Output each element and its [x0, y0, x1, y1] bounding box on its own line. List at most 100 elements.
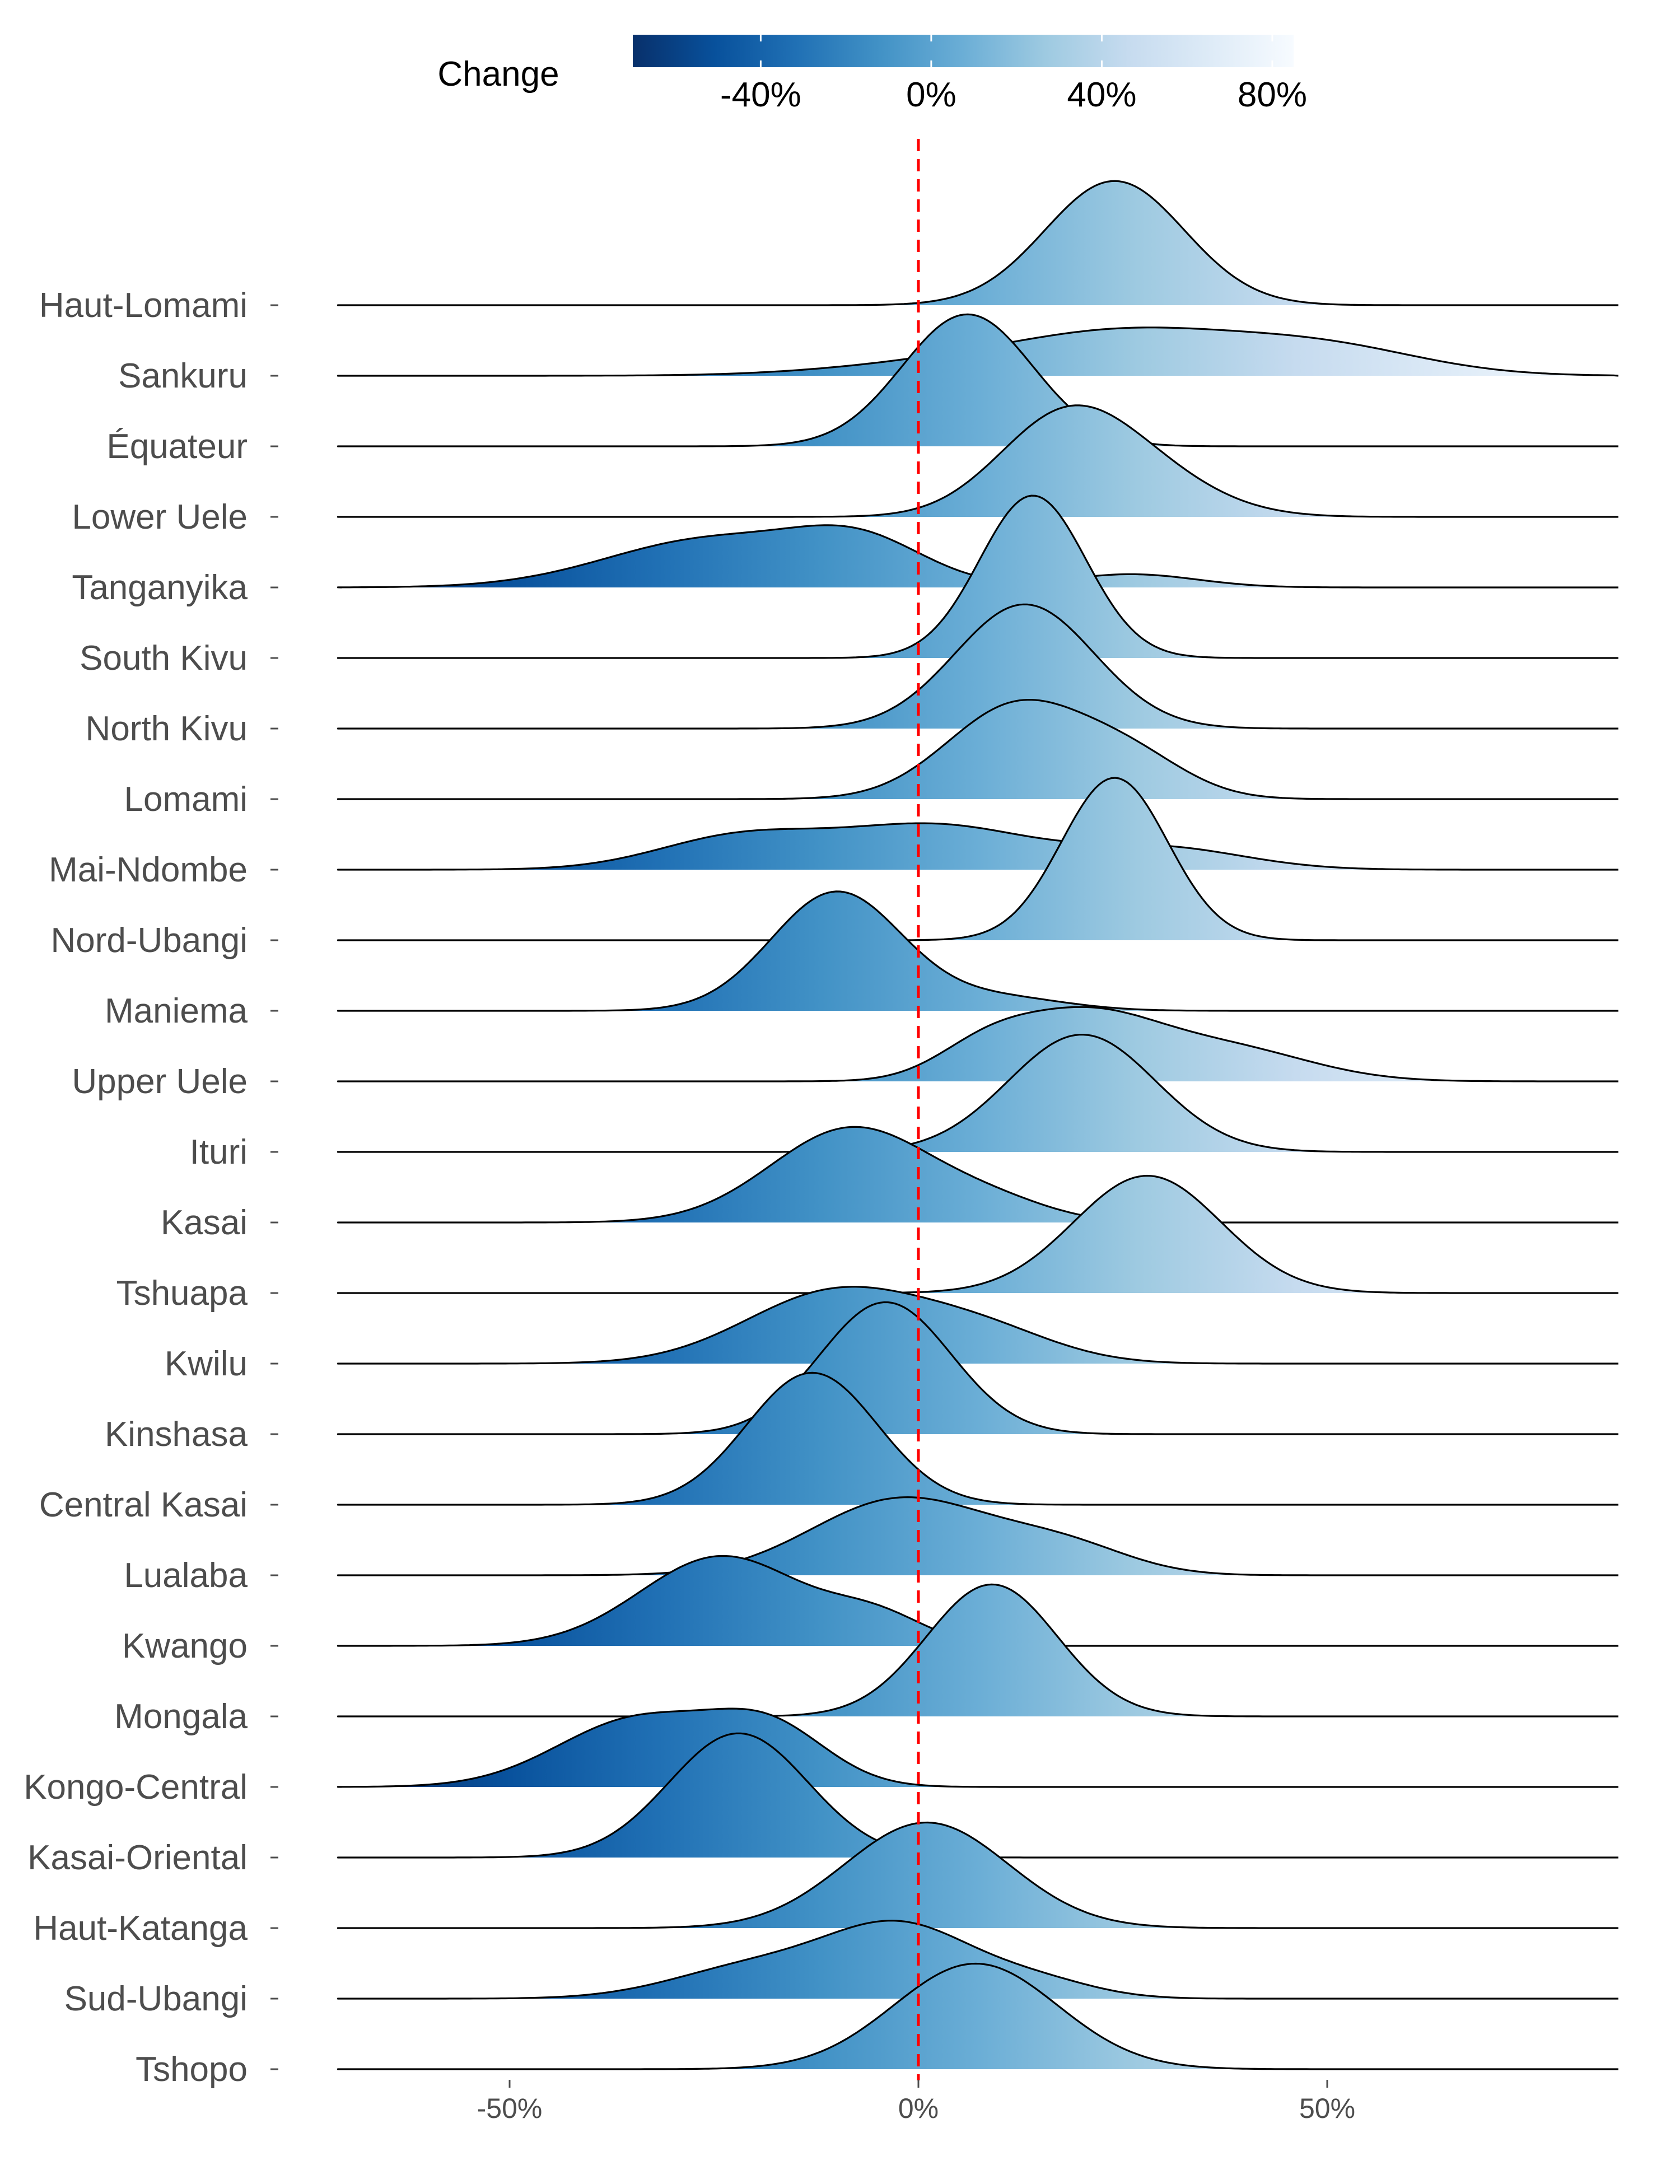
ridge-outline — [337, 1496, 1618, 1576]
y-tick-label: Maniema — [105, 992, 248, 1030]
ridge-row — [337, 1006, 1618, 1082]
color-legend: Change -40% 0% 40% 80% — [437, 35, 1307, 114]
ridge-fill — [338, 891, 1614, 1011]
ridge-fill — [338, 1497, 1614, 1575]
ridge-fill — [338, 1584, 1614, 1716]
ridge-outline — [337, 1583, 1618, 1718]
ridge-row — [337, 603, 1618, 730]
ridge-outline — [337, 822, 1618, 871]
ridge-outline — [337, 1034, 1618, 1153]
ridge-outline — [337, 1126, 1618, 1224]
ridge-fill — [338, 525, 1614, 587]
ridge-row — [337, 1821, 1618, 1929]
ridge-outline — [337, 1732, 1618, 1859]
ridge-outline — [337, 777, 1618, 941]
ridge-outline — [337, 1286, 1618, 1365]
y-tick-label: Équateur — [106, 427, 248, 466]
y-tick-label: Lualaba — [124, 1556, 248, 1595]
ridge-row — [337, 494, 1618, 659]
ridge-outline — [337, 1707, 1618, 1788]
y-tick-label: Kinshasa — [105, 1415, 248, 1454]
ridge-row — [337, 1732, 1618, 1859]
ridge-outline — [337, 1821, 1618, 1929]
y-tick-label: Haut-Katanga — [33, 1909, 248, 1948]
legend-tick-label: 0% — [906, 76, 956, 114]
ridge-outline — [337, 1174, 1618, 1294]
y-tick-label: Kasai-Oriental — [27, 1838, 248, 1877]
y-tick-label: North Kivu — [86, 710, 248, 748]
ridge-row — [337, 1174, 1618, 1294]
ridge-row — [337, 777, 1618, 941]
ridge-outline — [337, 1006, 1618, 1082]
ridge-fill — [338, 314, 1614, 446]
ridge-row — [337, 822, 1618, 871]
y-tick-label: Tanganyika — [72, 568, 248, 607]
legend-colorbar — [633, 35, 1294, 67]
y-tick-label: Kwango — [122, 1627, 248, 1665]
ridge-row — [337, 404, 1618, 518]
ridge-row — [337, 890, 1618, 1012]
ridge-outline — [337, 1301, 1618, 1435]
ridge-fill — [338, 1963, 1614, 2069]
ridge-row — [337, 1034, 1618, 1153]
ridge-fill — [338, 1556, 1614, 1646]
x-tick-label: 50% — [1299, 2093, 1355, 2124]
ridge-fill — [338, 1007, 1614, 1081]
y-tick-label: Nord-Ubangi — [50, 921, 248, 960]
x-tick-label: -50% — [477, 2093, 543, 2124]
ridge-fill — [338, 1920, 1614, 1999]
ridge-outline — [337, 404, 1618, 518]
ridge-fill — [338, 1286, 1614, 1364]
ridge-fill — [338, 1733, 1614, 1858]
ridge-fill — [338, 496, 1614, 658]
legend-tick-label: -40% — [720, 76, 801, 114]
y-tick-label: Ituri — [190, 1133, 248, 1172]
ridge-outline — [337, 1371, 1618, 1506]
y-tick-label: Kasai — [161, 1203, 248, 1242]
y-tick-label: Tshopo — [136, 2050, 248, 2089]
ridge-row — [337, 1371, 1618, 1506]
ridge-row — [337, 1920, 1618, 2000]
y-tick-label: Sud-Ubangi — [64, 1980, 248, 2018]
ridge-outline — [337, 180, 1618, 306]
ridge-row — [337, 699, 1618, 800]
ridge-row — [337, 313, 1618, 447]
ridge-fill — [338, 1034, 1614, 1152]
y-tick-label: Mongala — [114, 1697, 248, 1736]
y-tick-label: Central Kasai — [39, 1486, 248, 1524]
ridge-fill — [338, 1302, 1614, 1434]
ridge-outline — [337, 313, 1618, 447]
ridge-outline — [337, 1920, 1618, 2000]
y-tick-label: Lower Uele — [72, 498, 248, 536]
y-tick-label: Haut-Lomami — [39, 286, 248, 325]
ridge-fill — [338, 699, 1614, 799]
ridge-row — [337, 1583, 1618, 1718]
y-tick-label: Sankuru — [118, 357, 248, 395]
y-tick-label: Kongo-Central — [24, 1768, 248, 1807]
ridge-outline — [337, 699, 1618, 800]
ridge-row — [337, 1962, 1618, 2070]
ridge-fill — [338, 604, 1614, 729]
ridge-row — [337, 1301, 1618, 1435]
y-tick-label: South Kivu — [80, 639, 248, 678]
ridge-fill — [338, 1709, 1614, 1787]
y-tick-label: Tshuapa — [116, 1274, 248, 1313]
ridge-row — [337, 1707, 1618, 1788]
ridge-rows: Haut-Lomami Sankuru Équateur Lower Uele Tang… — [24, 180, 1619, 2089]
ridge-outline — [337, 890, 1618, 1012]
x-tick-label: 0% — [898, 2093, 939, 2124]
y-tick-label: Upper Uele — [72, 1062, 248, 1101]
y-tick-label: Kwilu — [165, 1345, 248, 1383]
y-tick-label: Lomami — [124, 780, 248, 819]
ridge-row — [337, 1286, 1618, 1365]
ridge-fill — [338, 181, 1614, 305]
ridge-fill — [338, 823, 1614, 870]
ridge-fill — [338, 1127, 1614, 1222]
x-axis: -50% 0% 50% — [477, 2080, 1355, 2124]
ridge-fill — [338, 405, 1614, 517]
legend-tick-label: 40% — [1067, 76, 1136, 114]
ridge-outline — [337, 603, 1618, 730]
ridge-outline — [337, 1962, 1618, 2070]
y-tick-label: Mai-Ndombe — [49, 851, 248, 889]
